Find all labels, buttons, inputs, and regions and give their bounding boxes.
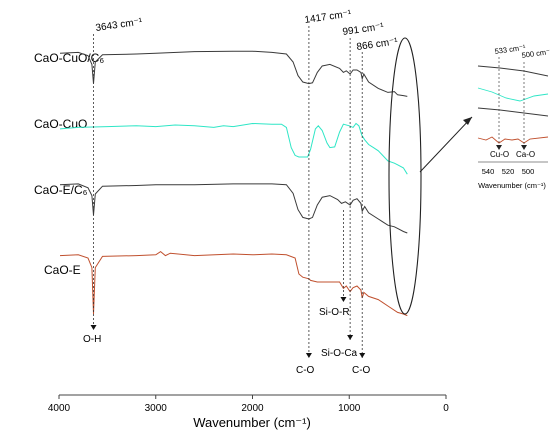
inset-peak-label-533: 533 cm⁻¹: [494, 43, 526, 56]
x-tick-label-3000: 3000: [145, 403, 168, 414]
series-line-cao-e-c6: [59, 183, 408, 234]
assignment-label-oh: O-H: [83, 334, 101, 345]
peak-label-1417: 1417 cm⁻¹: [304, 8, 353, 26]
x-tick-label-1000: 1000: [338, 403, 361, 414]
inset-series-line-cao-e: [477, 136, 549, 144]
inset-tick-520: 520: [502, 167, 515, 176]
series-layer: [59, 50, 408, 317]
inset-plot: 533 cm⁻¹ 500 cm⁻¹ Cu-O Ca-O 540 520 500 …: [477, 43, 550, 190]
x-tick-label-2000: 2000: [241, 403, 264, 414]
inset-tick-540: 540: [482, 167, 495, 176]
inset-peak-label-500: 500 cm⁻¹: [521, 47, 550, 60]
peak-label-991: 991 cm⁻¹: [342, 21, 385, 38]
peak-guides: [90, 26, 366, 358]
peak-arrowhead-866: [359, 353, 366, 358]
inset-arrowhead-533: [496, 145, 502, 150]
inset-x-axis-title: Wavenumber (cm⁻¹): [478, 181, 546, 190]
peak-label-3643: 3643 cm⁻¹: [95, 16, 144, 34]
inset-series-line-cao-e-c6: [477, 107, 549, 117]
inset-assignment-ca-o: Ca-O: [516, 150, 535, 159]
x-axis-title: Wavenumber (cm⁻¹): [193, 415, 311, 430]
assignment-label-si-o-ca: Si-O-Ca: [321, 348, 358, 359]
inset-series-layer: [477, 65, 549, 144]
peak-arrowhead-991: [347, 335, 354, 340]
inset-tick-500: 500: [522, 167, 535, 176]
x-axis: 4000 3000 2000 1000 0: [48, 394, 449, 414]
highlight-ellipse: [388, 37, 422, 315]
assignment-label-co-2: C-O: [352, 365, 371, 376]
x-tick-label-4000: 4000: [48, 403, 71, 414]
series-label-cao-e-c6: CaO-E/C₆: [34, 183, 88, 197]
series-line-cao-e: [59, 250, 408, 317]
inset-series-line-cao-cuo: [477, 87, 549, 102]
series-label-cao-e: CaO-E: [44, 263, 81, 277]
inset-pointer-arrow: [419, 116, 473, 173]
peak-arrowhead-1417: [305, 353, 312, 358]
peak-arrowhead-3643: [90, 325, 97, 330]
inset-series-line-cao-cuo-c6: [477, 65, 549, 77]
x-tick-label-0: 0: [443, 403, 449, 414]
series-line-cao-cuo: [59, 122, 408, 175]
inset-pointer-arrowhead: [463, 117, 472, 125]
series-line-cao-cuo-c6: [59, 50, 408, 97]
peak-label-866: 866 cm⁻¹: [356, 36, 399, 53]
peak-arrowhead-si-o-r: [340, 297, 347, 302]
assignment-label-co-1: C-O: [296, 365, 315, 376]
series-label-cao-cuo-c6: CaO-CuO/C₆: [34, 51, 104, 65]
inset-assignment-cu-o: Cu-O: [490, 150, 509, 159]
inset-arrowhead-500: [521, 145, 527, 150]
assignment-label-si-o-r: Si-O-R: [319, 307, 350, 318]
